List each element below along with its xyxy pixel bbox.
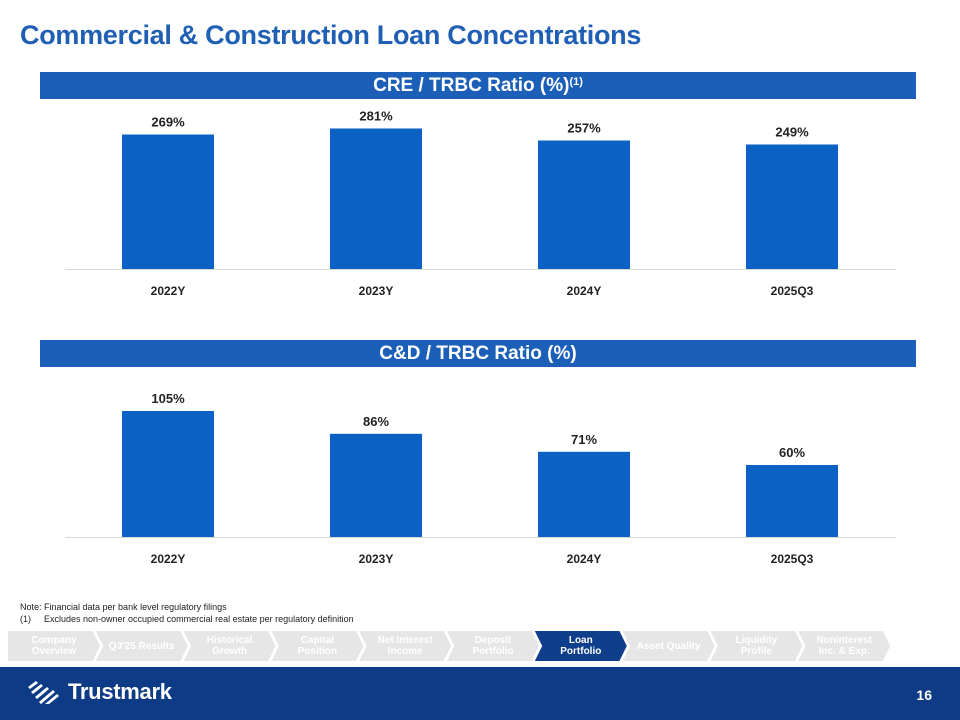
footnote-text: Excludes non-owner occupied commercial r… (44, 614, 354, 624)
data-label: 249% (775, 125, 809, 140)
x-tick-label: 2025Q3 (771, 552, 814, 566)
nav-tab-label: Company Overview (31, 635, 77, 657)
nav-tab-label: Net Interest Income (377, 635, 433, 657)
trustmark-logo-icon (28, 681, 59, 704)
notes: Note: Financial data per bank level regu… (20, 601, 354, 625)
data-label: 281% (359, 109, 393, 124)
data-label: 105% (151, 391, 185, 406)
nav-tab-net-interest-income[interactable]: Net Interest Income (359, 631, 452, 661)
nav-tab-label: Capital Position (297, 635, 338, 657)
nav-tab-company-overview[interactable]: Company Overview (8, 631, 100, 661)
section-nav: Company Overview Q3'25 Results Historical … (8, 631, 952, 661)
data-label: 269% (151, 115, 185, 130)
page-number: 16 (916, 687, 932, 703)
nav-tab-label: Loan Portfolio (560, 635, 602, 657)
nav-tab-liquidity-profile[interactable]: Liquidity Profile (710, 631, 803, 661)
x-tick-label: 2023Y (359, 284, 394, 298)
bar-2024Y (538, 140, 630, 269)
nav-tab-capital-position[interactable]: Capital Position (271, 631, 364, 661)
data-label: 71% (571, 432, 597, 447)
footnote-number: (1) (20, 614, 31, 624)
bar-2023Y (330, 128, 422, 269)
nav-tab-asset-quality[interactable]: Asset Quality (622, 631, 715, 661)
data-label: 86% (363, 414, 389, 429)
x-tick-label: 2022Y (151, 284, 186, 298)
footnote-1: (1) Excludes non-owner occupied commercia… (20, 613, 354, 625)
chart-1-svg: 269% 2022Y 281% 2023Y 257% 2024Y 249% 2025Q3 (65, 109, 896, 298)
chart-2-title: C&D / TRBC Ratio (%) (379, 343, 577, 364)
chart-1-title: CRE / TRBC Ratio (%) (373, 75, 570, 96)
chart-1: 269% 2022Y 281% 2023Y 257% 2024Y 249% 2025Q3 (40, 102, 916, 302)
x-tick-label: 2024Y (567, 552, 602, 566)
chart-1-footnote-mark: (1) (569, 76, 583, 88)
footer: Trustmark 16 (0, 667, 960, 720)
nav-tab-label: Liquidity Profile (735, 635, 778, 657)
nav-tab-historical-growth[interactable]: Historical Growth (183, 631, 276, 661)
data-label: 60% (779, 445, 805, 460)
bar-2025Q3 (746, 144, 838, 269)
bar-2024Y (538, 451, 630, 537)
x-tick-label: 2024Y (567, 284, 602, 298)
nav-tab-loan-portfolio[interactable]: Loan Portfolio (534, 631, 627, 661)
chart-2: 105% 2022Y 86% 2023Y 71% 2024Y 60% 2025Q3 (40, 370, 916, 570)
x-tick-label: 2022Y (151, 552, 186, 566)
bar-2023Y (330, 433, 422, 537)
nav-tab-q3-25-results[interactable]: Q3'25 Results (95, 631, 188, 661)
chart-1-title-band: CRE / TRBC Ratio (%)(1) (40, 72, 916, 99)
nav-tab-label: Deposit Portfolio (472, 635, 514, 657)
logo-text: Trustmark (68, 679, 172, 704)
note-text: Note: Financial data per bank level regu… (20, 602, 227, 612)
nav-tab-label: Q3'25 Results (108, 640, 175, 652)
bar-2022Y (122, 411, 214, 537)
nav-tab-label: Noninterest Inc. & Exp. (816, 635, 872, 657)
nav-tab-label: Historical Growth (206, 635, 253, 657)
data-label: 257% (567, 121, 601, 136)
x-tick-label: 2023Y (359, 552, 394, 566)
page-title: Commercial & Construction Loan Concentra… (20, 20, 642, 50)
bar-2025Q3 (746, 465, 838, 537)
chart-2-title-band: C&D / TRBC Ratio (%) (40, 340, 916, 367)
nav-tab-deposit-portfolio[interactable]: Deposit Portfolio (447, 631, 539, 661)
bar-2022Y (122, 134, 214, 269)
trustmark-logo[interactable]: Trustmark (26, 679, 172, 705)
nav-tab-label: Asset Quality (636, 640, 701, 652)
x-tick-label: 2025Q3 (771, 284, 814, 298)
nav-tab-noninterest-inc-exp[interactable]: Noninterest Inc. & Exp. (798, 631, 891, 661)
chart-2-svg: 105% 2022Y 86% 2023Y 71% 2024Y 60% 2025Q3 (65, 391, 896, 566)
